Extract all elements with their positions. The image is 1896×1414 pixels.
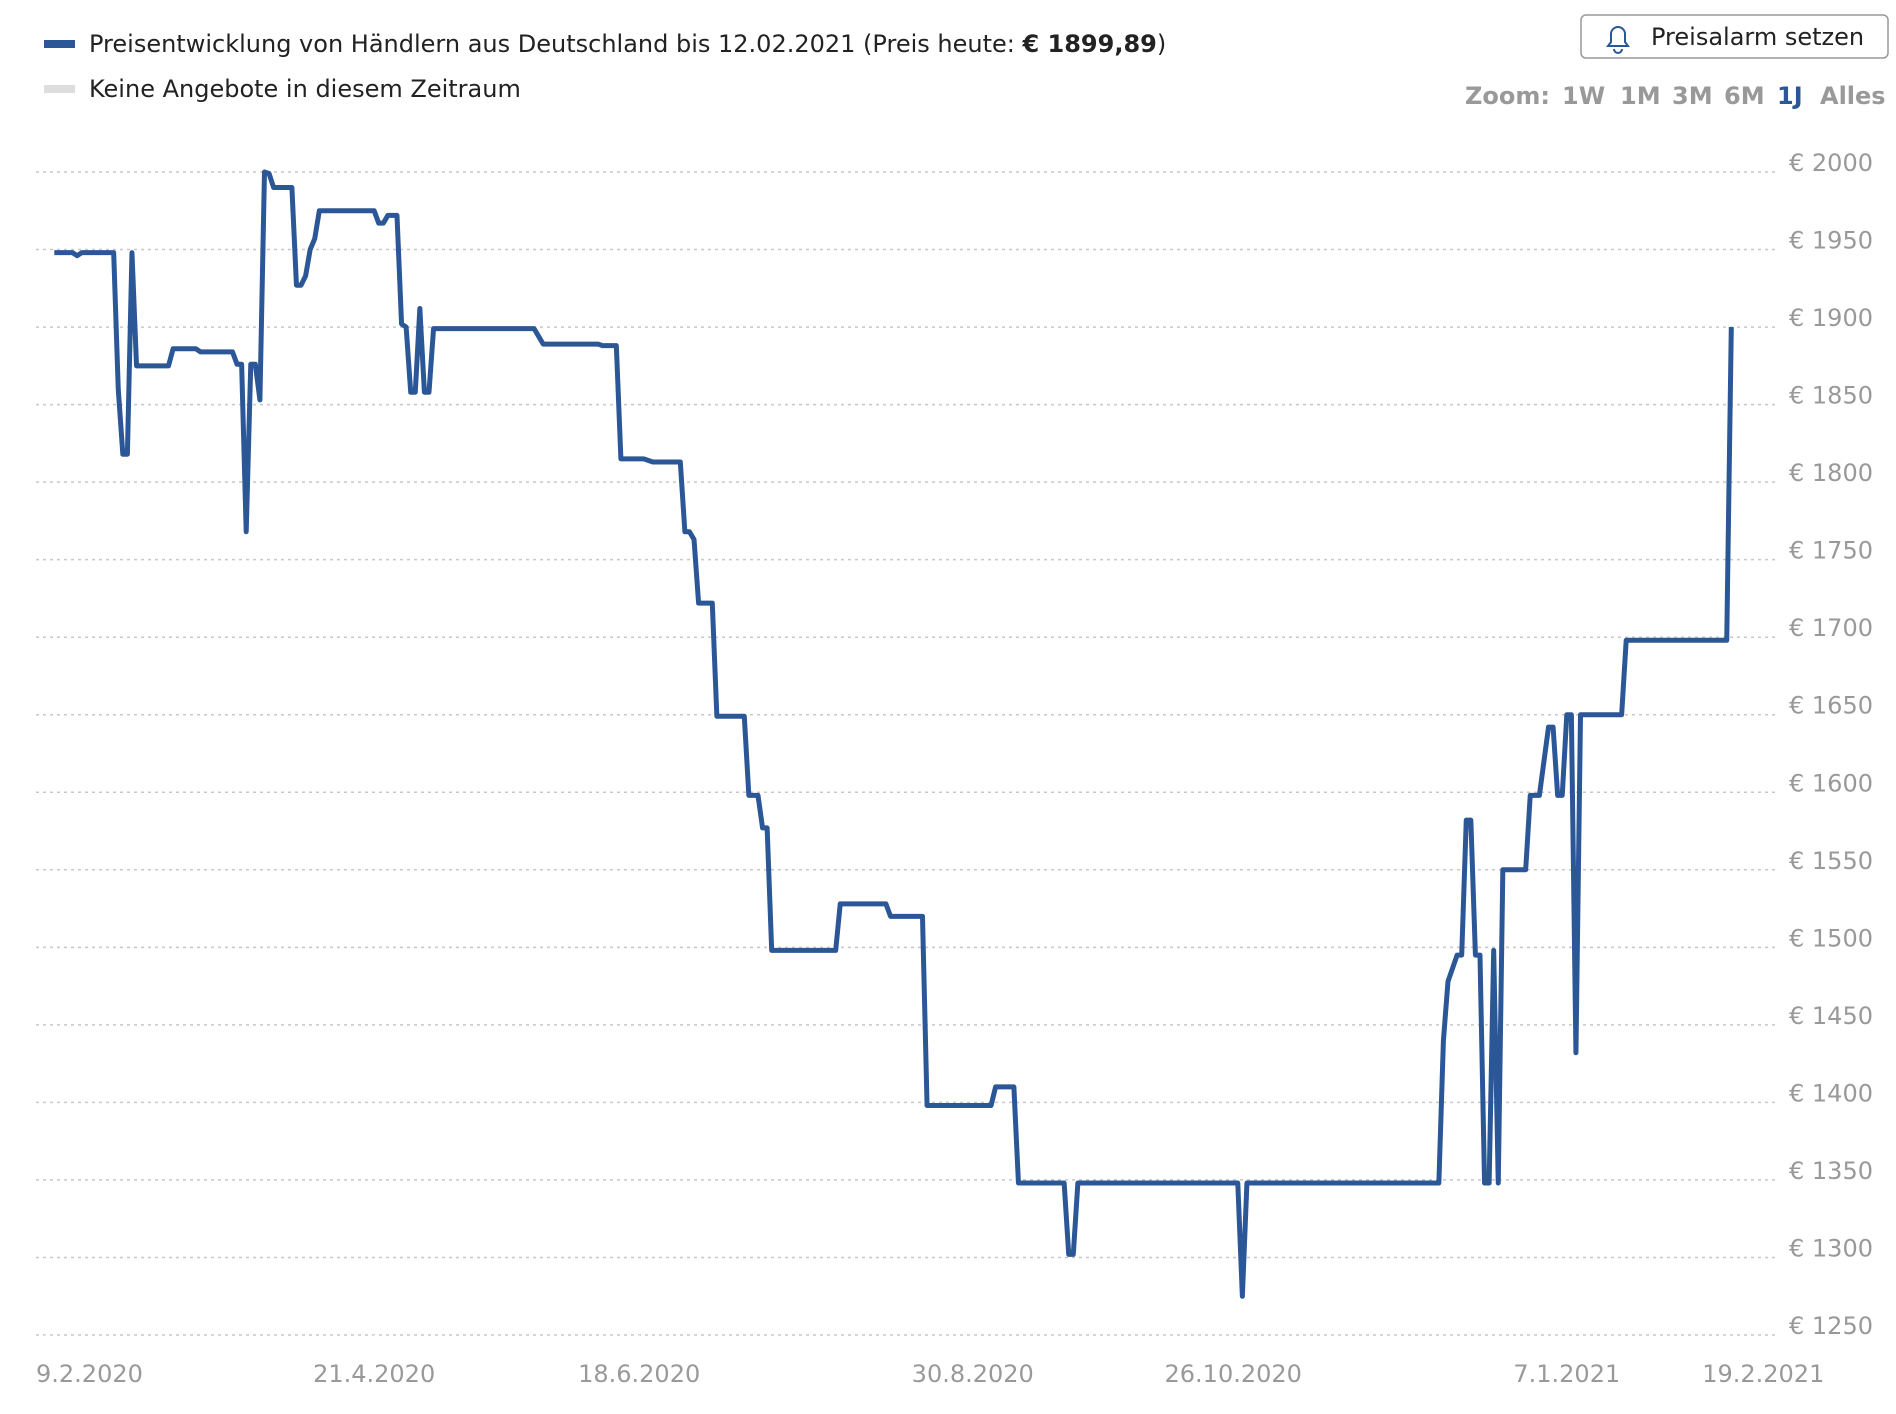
zoom-option[interactable]: Alles	[1820, 82, 1886, 110]
y-tick-label: € 1300	[1789, 1234, 1873, 1262]
y-tick-label: € 1250	[1789, 1312, 1873, 1340]
legend-swatch	[44, 40, 75, 48]
zoom-label: Zoom:	[1465, 82, 1550, 110]
legend-text: )	[1157, 30, 1166, 58]
x-tick-label: 26.10.2020	[1165, 1360, 1302, 1388]
y-tick-label: € 1450	[1789, 1002, 1873, 1030]
legend-text: € 1899,89	[1021, 30, 1156, 58]
x-tick-label: 7.1.2021	[1513, 1360, 1620, 1388]
zoom-option[interactable]: 1J	[1777, 82, 1803, 110]
y-tick-label: € 1700	[1789, 614, 1873, 642]
price-line	[54, 169, 1734, 1299]
x-tick-label: 9.2.2020	[36, 1360, 143, 1388]
x-tick-label: 18.6.2020	[578, 1360, 700, 1388]
zoom-option[interactable]: 6M	[1724, 82, 1765, 110]
legend-label: Preisentwicklung von Händlern aus Deutsc…	[89, 30, 1166, 58]
x-tick-label: 30.8.2020	[912, 1360, 1034, 1388]
alarm-button[interactable]	[1580, 14, 1889, 59]
zoom-option[interactable]: 3M	[1672, 82, 1713, 110]
zoom-option[interactable]: 1W	[1562, 82, 1605, 110]
y-tick-label: € 1550	[1789, 847, 1873, 875]
y-tick-label: € 2000	[1789, 149, 1873, 177]
y-tick-label: € 1350	[1789, 1157, 1873, 1185]
y-tick-label: € 1500	[1789, 924, 1873, 952]
y-tick-label: € 1800	[1789, 459, 1873, 487]
y-tick-label: € 1400	[1789, 1079, 1873, 1107]
legend-label: Keine Angebote in diesem Zeitraum	[89, 75, 521, 103]
y-tick-label: € 1650	[1789, 692, 1873, 720]
x-tick-label: 21.4.2020	[313, 1360, 435, 1388]
x-tick-label: 19.2.2021	[1702, 1360, 1824, 1388]
y-tick-label: € 1900	[1789, 304, 1873, 332]
y-tick-label: € 1750	[1789, 537, 1873, 565]
y-tick-label: € 1850	[1789, 382, 1873, 410]
y-tick-label: € 1950	[1789, 227, 1873, 255]
alarm-button-label[interactable]: Preisalarm setzen	[1651, 23, 1864, 51]
legend-swatch	[44, 85, 75, 93]
bell-icon	[1606, 26, 1630, 54]
zoom-option[interactable]: 1M	[1620, 82, 1661, 110]
legend-text: Preisentwicklung von Händlern aus Deutsc…	[89, 30, 1022, 58]
y-tick-label: € 1600	[1789, 769, 1873, 797]
